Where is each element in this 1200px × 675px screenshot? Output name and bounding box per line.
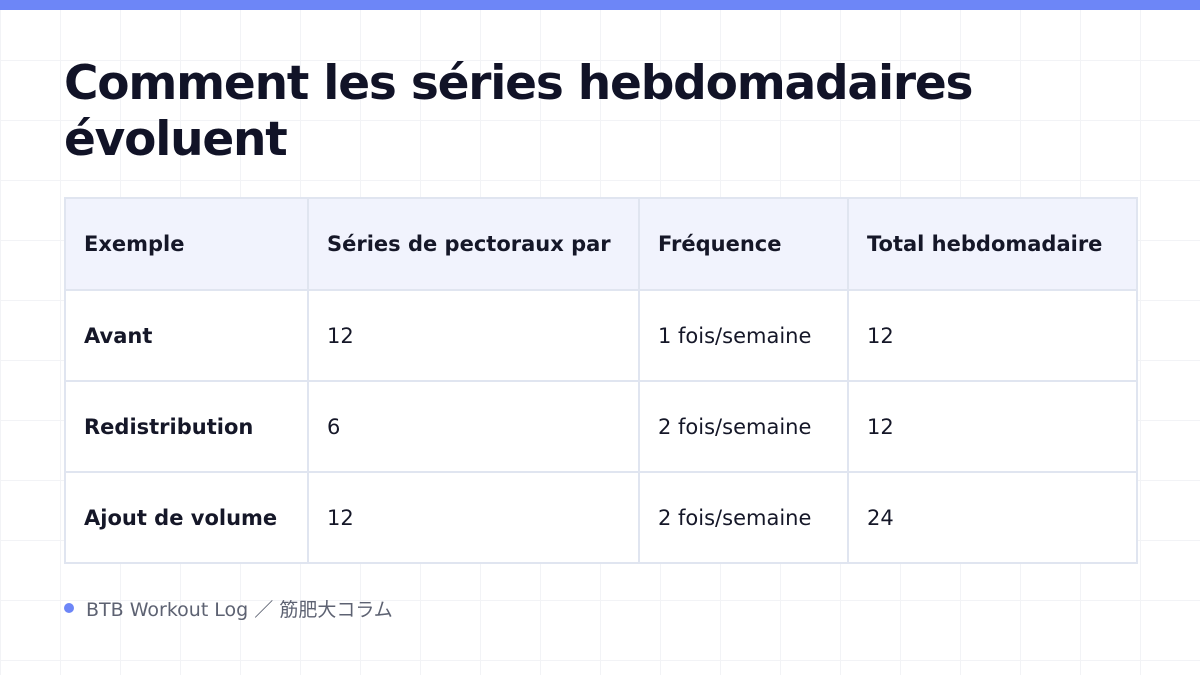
table-header-row: Exemple Séries de pectoraux par Fréquenc…: [64, 197, 1138, 291]
footer-text: BTB Workout Log ／ 筋肥大コラム: [86, 598, 393, 621]
column-header-frequency: Fréquence: [638, 197, 849, 291]
column-header-weekly-total: Total hebdomadaire: [847, 197, 1138, 291]
weekly-sets-table-container: Exemple Séries de pectoraux par Fréquenc…: [64, 197, 1138, 564]
table-cell-frequency: 2 fois/semaine: [638, 471, 849, 564]
table-cell-sets: 12: [307, 289, 640, 382]
frequency-text: 1 fois/semaine: [658, 323, 812, 348]
table-row: Avant 12 1 fois/semaine 12: [64, 289, 1138, 382]
table-cell-total: 12: [847, 289, 1138, 382]
table-cell-total: 12: [847, 380, 1138, 473]
table-cell-sets: 12: [307, 471, 640, 564]
table-cell-sets: 6: [307, 380, 640, 473]
frequency-text: 2 fois/semaine: [658, 505, 812, 530]
row-label-before: Avant: [64, 289, 309, 382]
footer-source: BTB Workout Log ／ 筋肥大コラム: [64, 594, 393, 622]
page-title: Comment les séries hebdomadaires évoluen…: [64, 56, 973, 167]
weekly-sets-table: Exemple Séries de pectoraux par Fréquenc…: [64, 197, 1138, 564]
frequency-text: 2 fois/semaine: [658, 414, 812, 439]
table-row: Ajout de volume 12 2 fois/semaine 24: [64, 471, 1138, 564]
table-row: Redistribution 6 2 fois/semaine 12: [64, 380, 1138, 473]
row-label-redistribution: Redistribution: [64, 380, 309, 473]
column-header-example: Exemple: [64, 197, 309, 291]
table-cell-frequency: 2 fois/semaine: [638, 380, 849, 473]
table-cell-total: 24: [847, 471, 1138, 564]
top-accent-bar: [0, 0, 1200, 10]
table-cell-frequency: 1 fois/semaine: [638, 289, 849, 382]
column-header-chest-sets: Séries de pectoraux par: [307, 197, 640, 291]
row-label-volume-add: Ajout de volume: [64, 471, 309, 564]
dot-icon: [64, 603, 74, 613]
